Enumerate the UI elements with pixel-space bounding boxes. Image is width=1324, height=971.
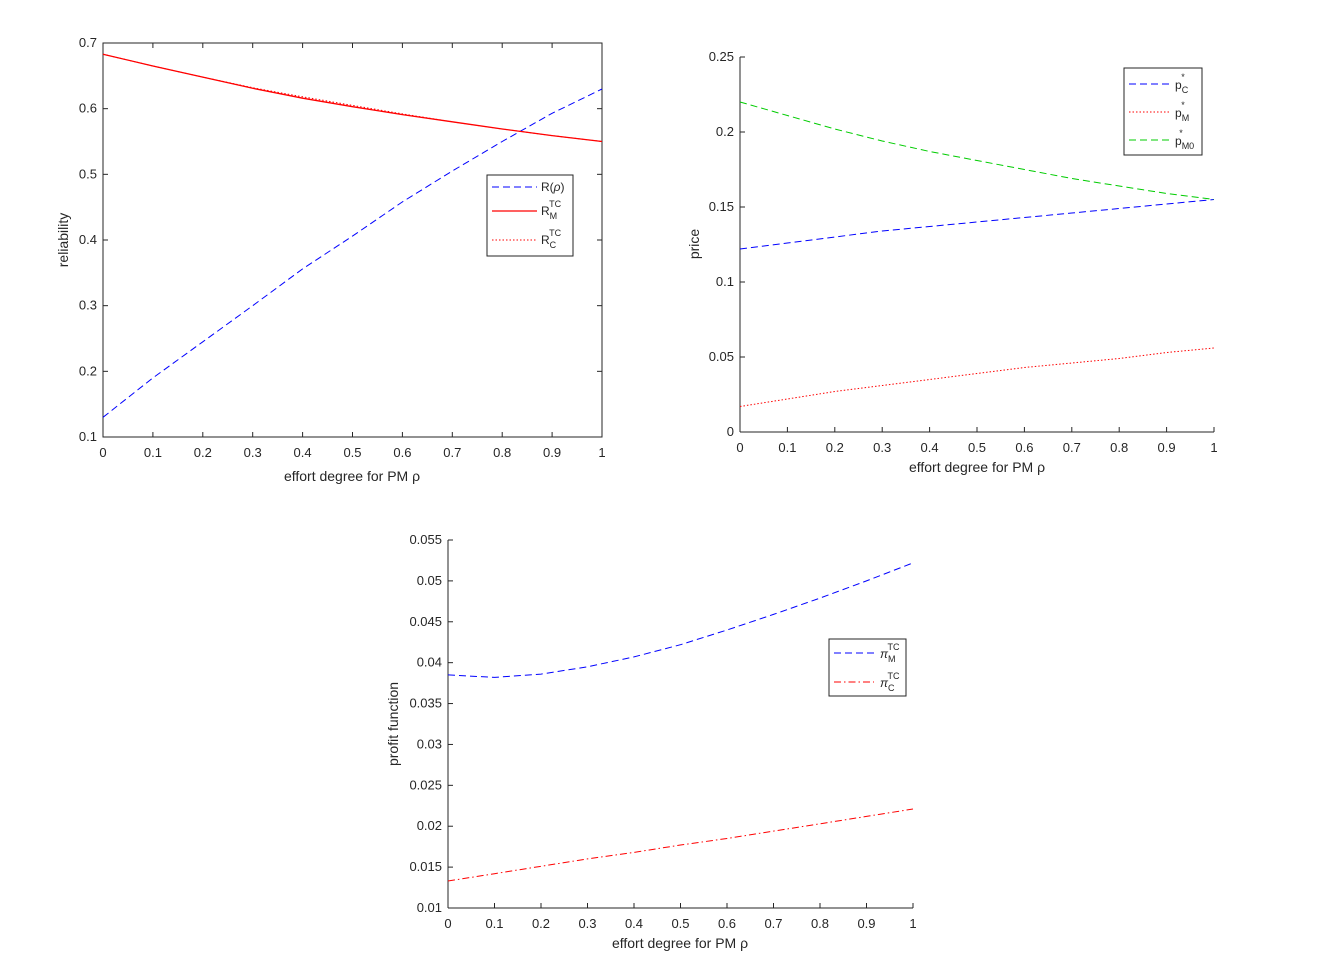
series-line-0 xyxy=(739,199,1215,250)
x-tick-label: 0.7 xyxy=(443,445,461,460)
y-tick-label: 0.03 xyxy=(417,736,442,751)
price-chart: 0 0.1 0.2 0.3 0.4 0.5 0.6 0.7 0.8 0.9 1 0 0.05 0.1 0.… xyxy=(686,49,1218,475)
x-tick-label: 0.2 xyxy=(532,916,550,931)
y-tick-label: 0.025 xyxy=(409,777,442,792)
y-tick-label: 0.05 xyxy=(709,349,734,364)
y-tick-label: 0.2 xyxy=(79,363,97,378)
x-tick-label: 0.4 xyxy=(294,445,312,460)
x-tick-label: 0 xyxy=(444,916,451,931)
x-tick-label: 1 xyxy=(1210,440,1217,455)
series-lines xyxy=(447,562,914,882)
x-tick-label: 0.7 xyxy=(1063,440,1081,455)
x-ticks: 0 0.1 0.2 0.3 0.4 0.5 0.6 0.7 0.8 0.9 1 xyxy=(444,903,917,931)
x-tick-label: 0.8 xyxy=(493,445,511,460)
legend-label-r-rho: R(ρ) xyxy=(541,180,565,194)
x-tick-label: 0.6 xyxy=(393,445,411,460)
x-tick-label: 0.1 xyxy=(778,440,796,455)
series-line-0 xyxy=(102,88,603,418)
x-tick-label: 0.6 xyxy=(1015,440,1033,455)
y-tick-label: 0.035 xyxy=(409,696,442,711)
profit-chart: 0 0.1 0.2 0.3 0.4 0.5 0.6 0.7 0.8 0.9 1 0.010.0150… xyxy=(385,532,917,951)
y-tick-label: 0.1 xyxy=(716,274,734,289)
x-tick-label: 0.9 xyxy=(857,916,875,931)
legend: R(ρ) RMTC RCTC xyxy=(486,174,574,257)
legend-label-pi-c-tc: πCTC xyxy=(880,671,900,693)
y-tick-label: 0.2 xyxy=(716,124,734,139)
series-line-1 xyxy=(739,347,1215,407)
y-tick-label: 0.15 xyxy=(709,199,734,214)
y-tick-label: 0.7 xyxy=(79,35,97,50)
x-tick-label: 0.4 xyxy=(625,916,643,931)
series-lines xyxy=(739,101,1215,407)
legend-box xyxy=(828,638,907,697)
x-tick-label: 0 xyxy=(99,445,106,460)
x-tick-label: 0.3 xyxy=(873,440,891,455)
x-tick-label: 1 xyxy=(909,916,916,931)
x-tick-label: 0.5 xyxy=(968,440,986,455)
y-tick-label: 0.1 xyxy=(79,429,97,444)
series-line-0 xyxy=(447,562,914,678)
y-tick-label: 0.02 xyxy=(417,818,442,833)
x-tick-label: 0.2 xyxy=(194,445,212,460)
x-tick-label: 0.8 xyxy=(811,916,829,931)
y-tick-label: 0 xyxy=(727,424,734,439)
y-tick-label: 0.055 xyxy=(409,532,442,547)
legend: pC* pM* pM0* xyxy=(1123,67,1203,156)
y-axis-label: reliability xyxy=(55,213,71,267)
series-line-2 xyxy=(739,101,1215,200)
y-tick-label: 0.05 xyxy=(417,573,442,588)
y-tick-label: 0.015 xyxy=(409,859,442,874)
x-axis-label: effort degree for PM ρ xyxy=(909,459,1045,475)
y-tick-label: 0.01 xyxy=(417,900,442,915)
x-tick-label: 0.8 xyxy=(1110,440,1128,455)
x-tick-label: 0.1 xyxy=(485,916,503,931)
y-tick-label: 0.25 xyxy=(709,49,734,64)
y-tick-label: 0.045 xyxy=(409,614,442,629)
y-tick-label: 0.04 xyxy=(417,655,442,670)
x-tick-label: 0.3 xyxy=(578,916,596,931)
series-line-2 xyxy=(102,53,603,142)
series-line-1 xyxy=(102,53,603,143)
x-tick-label: 0.2 xyxy=(826,440,844,455)
x-tick-label: 0 xyxy=(736,440,743,455)
x-axis-label: effort degree for PM ρ xyxy=(284,468,420,484)
x-tick-label: 0.5 xyxy=(343,445,361,460)
y-ticks: 0 0.05 0.1 0.15 0.2 0.25 xyxy=(709,49,745,439)
x-tick-label: 0.6 xyxy=(718,916,736,931)
reliability-chart: 0 0.1 0.2 0.3 0.4 0.5 0.6 0.7 0.8 0.9 1 0.10.20.30… xyxy=(55,35,606,484)
x-tick-label: 1 xyxy=(598,445,605,460)
x-ticks: 0 0.1 0.2 0.3 0.4 0.5 0.6 0.7 0.8 0.9 1 xyxy=(736,427,1218,455)
legend-box xyxy=(486,174,574,257)
y-ticks: 0.01 0.015 0.02 0.025 0.03 0.035 0.04 0.045 0.05… xyxy=(409,532,453,915)
y-axis-label: price xyxy=(686,229,702,260)
y-tick-label: 0.4 xyxy=(79,232,97,247)
legend: πMTC πCTC xyxy=(828,638,907,697)
x-tick-label: 0.7 xyxy=(764,916,782,931)
x-tick-label: 0.1 xyxy=(144,445,162,460)
y-ticks: 0.1 0.2 0.3 0.4 0.5 0.6 0.7 xyxy=(79,35,602,444)
x-axis-label: effort degree for PM ρ xyxy=(612,935,748,951)
x-ticks: 0 0.1 0.2 0.3 0.4 0.5 0.6 0.7 0.8 0.9 1 xyxy=(99,43,606,460)
x-tick-label: 0.3 xyxy=(244,445,262,460)
x-tick-label: 0.9 xyxy=(1158,440,1176,455)
x-tick-label: 0.5 xyxy=(671,916,689,931)
series-line-1 xyxy=(447,808,914,882)
y-tick-label: 0.6 xyxy=(79,101,97,116)
y-axis-label: profit function xyxy=(385,682,401,766)
x-tick-label: 0.4 xyxy=(921,440,939,455)
series-lines xyxy=(102,53,603,418)
y-tick-label: 0.5 xyxy=(79,166,97,181)
x-tick-label: 0.9 xyxy=(543,445,561,460)
y-tick-label: 0.3 xyxy=(79,298,97,313)
legend-label-pi-m-tc: πMTC xyxy=(880,642,900,664)
